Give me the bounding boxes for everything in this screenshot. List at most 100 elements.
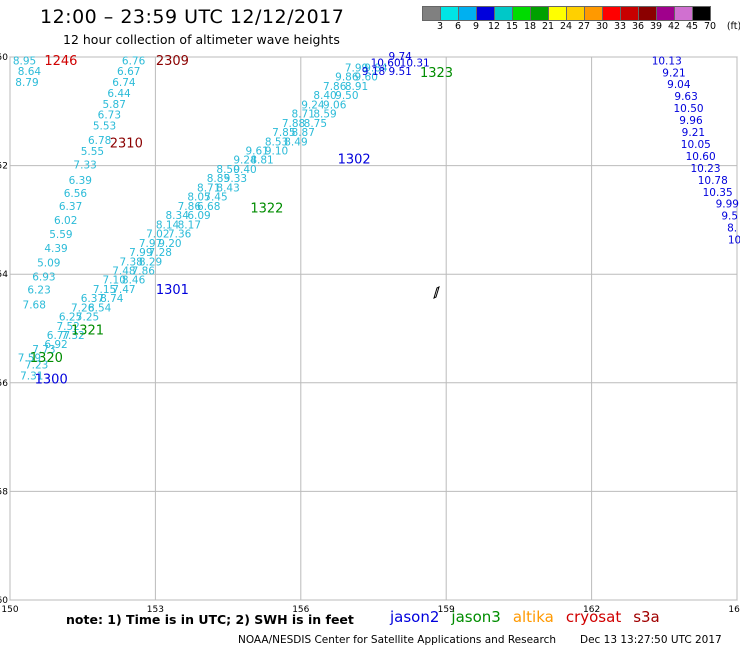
wave-height-value: 7.86 xyxy=(323,81,347,93)
colorbar-tick-label: 45 xyxy=(685,21,699,32)
wave-height-value: 8.54 xyxy=(88,302,112,314)
wave-height-value: 7.25 xyxy=(76,312,99,324)
wave-height-value: 9.61 xyxy=(245,145,268,157)
y-tick-label: -58 xyxy=(0,487,8,497)
wave-height-value: 10.31 xyxy=(400,58,430,70)
wave-height-value: 7.48 xyxy=(112,265,135,277)
colorbar-swatch xyxy=(459,6,477,21)
wave-height-value: 7.88 xyxy=(282,118,305,130)
colorbar-swatch xyxy=(603,6,621,21)
wave-height-value: 6.56 xyxy=(64,188,88,200)
wave-height-value: 6.39 xyxy=(69,175,92,187)
wave-height-value: 10.50 xyxy=(674,103,704,115)
wave-height-value: 9.06 xyxy=(323,99,347,111)
pass-time-label: 1300 xyxy=(35,373,68,388)
wave-height-value: 8.75 xyxy=(304,118,327,130)
wave-height-value: 7.99 xyxy=(345,62,368,74)
wave-height-value: 10.60 xyxy=(686,151,716,163)
pass-time-label: 1302 xyxy=(338,153,371,168)
wave-height-value: 7.45 xyxy=(204,192,227,204)
wave-height-value: 9.21 xyxy=(682,127,705,139)
wave-height-value: 9.96 xyxy=(679,115,703,127)
x-tick-label: 156 xyxy=(292,605,309,615)
wave-height-value: 7.31 xyxy=(20,370,43,382)
wave-height-value: 6.78 xyxy=(88,135,111,147)
colorbar-tick-label: 33 xyxy=(613,21,627,32)
wave-height-value: 5.09 xyxy=(37,257,60,269)
wave-height-value: 9.24 xyxy=(301,99,325,111)
wave-height-value: 9.10 xyxy=(265,145,288,157)
colorbar-labels: 3 6 9 12 15 18 21 24 27 30 33 36 39 42 45 70 (ft) xyxy=(422,21,740,35)
wave-height-value: 7.85 xyxy=(272,127,295,139)
wave-height-value: 5.53 xyxy=(93,121,116,133)
satellite-legend-item: jason3 xyxy=(451,608,501,626)
wave-height-value: 7.26 xyxy=(71,302,95,314)
pass-time-label: 1246 xyxy=(44,54,77,69)
wave-height-value: 6.67 xyxy=(117,66,140,78)
wave-height-value: 8.05 xyxy=(187,192,210,204)
colorbar-tick-label: 9 xyxy=(472,21,480,32)
wave-height-value: 6.37 xyxy=(81,293,104,305)
colorbar-swatch xyxy=(621,6,639,21)
wave-height-value: 8.49 xyxy=(284,136,307,148)
wave-height-value: 9.20 xyxy=(158,238,181,250)
wave-height-value: 4.39 xyxy=(44,243,67,255)
colorbar-swatch xyxy=(531,6,549,21)
pass-time-label: 2309 xyxy=(156,54,189,69)
wave-height-value: 8.79 xyxy=(15,77,38,89)
wave-height-value: 8.81 xyxy=(250,155,273,167)
colorbar-tick-label: 36 xyxy=(631,21,645,32)
wave-height-value: 8.34 xyxy=(166,210,190,222)
wave-height-value: 7.32 xyxy=(61,330,84,342)
colorbar-tick-label: 15 xyxy=(505,21,519,32)
x-tick-label: 159 xyxy=(438,605,455,615)
x-tick-label: 150 xyxy=(1,605,18,615)
wave-height-value: 7.38 xyxy=(119,256,142,268)
wave-height-value: 10.05 xyxy=(681,139,711,151)
colorbar-swatch xyxy=(495,6,513,21)
wave-height-value: 9.60 xyxy=(355,72,378,84)
pass-time-label: 1322 xyxy=(250,202,283,217)
colorbar-tick-label: 27 xyxy=(577,21,591,32)
wave-height-value: 8.29 xyxy=(139,256,162,268)
wave-height-value: 8.91 xyxy=(345,81,368,93)
wave-height-value: 9.24 xyxy=(233,155,257,167)
wave-height-value: 8.50 xyxy=(216,164,239,176)
wave-height-value: 7.99 xyxy=(129,247,152,259)
colorbar-tick-label: 70 xyxy=(703,21,717,32)
wave-height-value: 6.93 xyxy=(32,271,55,283)
colorbar-tick-label: 6 xyxy=(454,21,462,32)
wave-height-value: 9.33 xyxy=(224,173,247,185)
wave-height-value: 7.02 xyxy=(146,229,169,241)
colorbar-swatch xyxy=(657,6,675,21)
pass-time-label: 1323 xyxy=(420,66,453,81)
wave-height-value: 8.64 xyxy=(18,66,42,78)
colorbar-tick-label: 42 xyxy=(667,21,681,32)
wave-height-value: 6.44 xyxy=(107,88,131,100)
wave-height-value: 5.55 xyxy=(81,146,104,158)
colorbar-swatch xyxy=(422,6,441,21)
wave-height-value: 8.59 xyxy=(313,109,336,121)
wave-height-value: 8.40 xyxy=(313,90,336,102)
y-tick-label: -60 xyxy=(0,596,8,606)
timestamp-text: Dec 13 13:27:50 UTC 2017 xyxy=(580,634,722,646)
wave-height-value: 6.23 xyxy=(27,284,50,296)
wave-height-value: 6.73 xyxy=(98,110,121,122)
colorbar-tick-label: 3 xyxy=(436,21,444,32)
pass-time-label: 2310 xyxy=(110,136,143,151)
wave-height-value: 6.77 xyxy=(47,330,70,342)
wave-height-value: 9.63 xyxy=(674,91,697,103)
colorbar-tick-label: 39 xyxy=(649,21,663,32)
wave-height-value: 8.85 xyxy=(207,173,230,185)
colorbar-swatch xyxy=(639,6,657,21)
wave-height-value: 7.59 xyxy=(18,352,41,364)
wave-height-value: 7.36 xyxy=(168,229,192,241)
pass-time-label: 1301 xyxy=(156,283,189,298)
wave-height-value: 8.87 xyxy=(292,127,315,139)
wave-height-value: 10 xyxy=(728,235,740,247)
page-title: 12:00 – 23:59 UTC 12/12/2017 xyxy=(40,6,345,28)
wave-height-value: 6.92 xyxy=(44,339,67,351)
wave-height-value: 7.97 xyxy=(139,238,162,250)
footnote: note: 1) Time is in UTC; 2) SWH is in fe… xyxy=(66,612,354,627)
